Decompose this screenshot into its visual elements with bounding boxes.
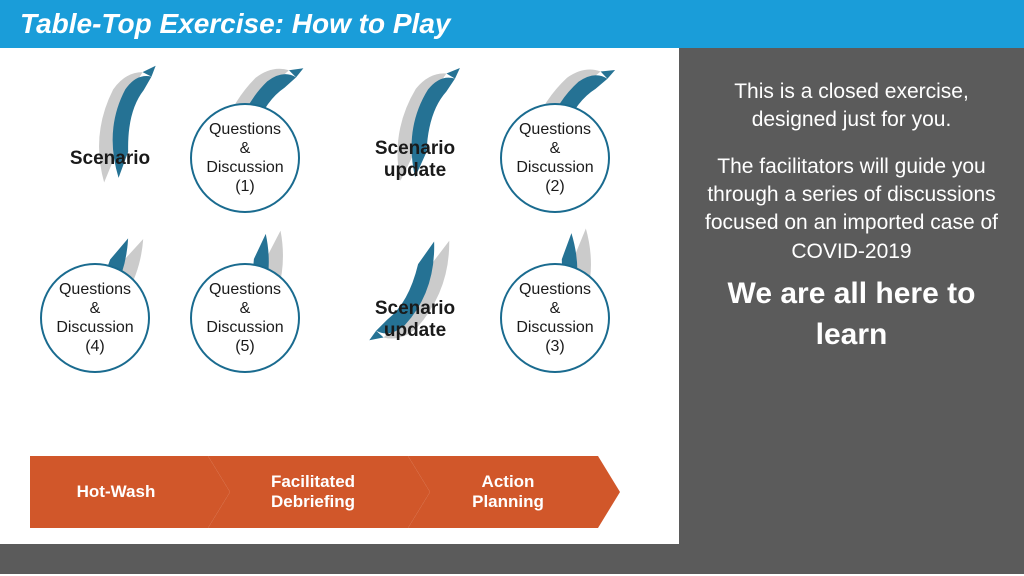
diagram-area: Scenario Questions&Discussion(1) Scenari…	[0, 48, 679, 574]
qd-circle: Questions&Discussion(3)	[500, 263, 610, 373]
chevron-steps: Hot-WashFacilitatedDebriefingActionPlann…	[30, 456, 598, 528]
footer-strip	[0, 544, 679, 574]
flow-node-scenario: Scenario	[40, 148, 180, 170]
slide: Table-Top Exercise: How to Play Scenario…	[0, 0, 1024, 576]
qd-circle: Questions&Discussion(5)	[190, 263, 300, 373]
slide-title: Table-Top Exercise: How to Play	[0, 0, 1024, 48]
sidebar-p1: This is a closed exercise, designed just…	[699, 78, 1004, 135]
flow-node-su1: Scenarioupdate	[345, 138, 485, 182]
flow-node-qd5: Questions&Discussion(5)	[190, 263, 300, 373]
chevron-step: ActionPlanning	[408, 456, 598, 528]
slide-body: Scenario Questions&Discussion(1) Scenari…	[0, 48, 1024, 574]
sidebar-p2: The facilitators will guide you through …	[699, 153, 1004, 266]
qd-circle: Questions&Discussion(4)	[40, 263, 150, 373]
sidebar-emph: We are all here to learn	[699, 274, 1004, 355]
sidebar: This is a closed exercise, designed just…	[679, 48, 1024, 574]
flow-node-su2: Scenarioupdate	[345, 298, 485, 342]
feather-icon	[70, 61, 179, 195]
chevron-step: FacilitatedDebriefing	[208, 456, 408, 528]
qd-circle: Questions&Discussion(1)	[190, 103, 300, 213]
flow-node-qd4: Questions&Discussion(4)	[40, 263, 150, 373]
chevron-step: Hot-Wash	[30, 456, 208, 528]
qd-circle: Questions&Discussion(2)	[500, 103, 610, 213]
flow-node-qd2: Questions&Discussion(2)	[500, 103, 610, 213]
flow-node-qd1: Questions&Discussion(1)	[190, 103, 300, 213]
flow-node-qd3: Questions&Discussion(3)	[500, 263, 610, 373]
